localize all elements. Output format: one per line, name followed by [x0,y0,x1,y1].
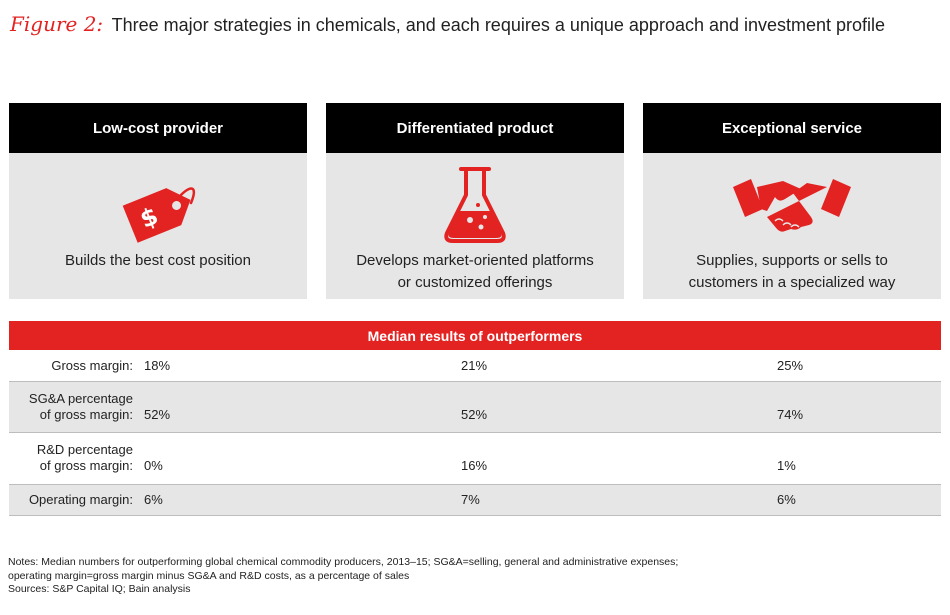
value-service: 1% [777,458,796,473]
table-row-sga: SG&A percentage of gross margin: 52% 52%… [9,382,941,433]
row-label-line: R&D percentage [36,442,133,457]
row-label-line: of gross margin: [39,407,133,422]
value-differentiated: 7% [461,492,480,507]
row-label: Gross margin: [51,358,133,374]
row-label-line: Operating margin: [28,492,133,507]
value-low-cost: 52% [144,407,171,422]
value-low-cost: 6% [144,492,163,507]
table-row-gross-margin: Gross margin: 18% 21% 25% [9,350,941,382]
strategy-description: Builds the best cost position [9,250,307,272]
strategy-service: Exceptional service Supplies, supports o… [643,103,941,299]
figure-title: Figure 2: Three major strategies in chem… [10,12,885,36]
description-line: Supplies, supports or sells to [696,252,888,269]
value-service: 25% [777,358,804,373]
value-service: 6% [777,492,796,507]
flask-icon [326,165,624,247]
results-table: Median results of outperformers Gross ma… [9,321,941,516]
handshake-icon [643,165,941,247]
description-line: or customized offerings [397,274,553,291]
row-label: SG&A percentage of gross margin: [29,391,133,423]
value-low-cost: 18% [144,358,171,373]
strategy-heading: Exceptional service [643,103,941,153]
note-line: operating margin=gross margin minus SG&A… [8,569,410,582]
strategy-heading: Differentiated product [326,103,624,153]
row-label: Operating margin: [29,492,133,508]
value-service: 74% [777,407,804,422]
value-low-cost: 0% [144,458,163,473]
figure-title-text: Three major strategies in chemicals, and… [111,15,886,35]
table-row-operating-margin: Operating margin: 6% 7% 6% [9,485,941,516]
table-row-rd: R&D percentage of gross margin: 0% 16% 1… [9,433,941,485]
strategy-description: Develops market-oriented platforms or cu… [326,250,624,294]
description-line: Builds the best cost position [65,252,251,269]
description-line: Develops market-oriented platforms [356,252,594,269]
row-label: R&D percentage of gross margin: [37,442,133,474]
strategy-differentiated: Differentiated product Develops market-o… [326,103,624,299]
strategy-low-cost: Low-cost provider $ Builds the best cost… [9,103,307,299]
sources-line: Sources: S&P Capital IQ; Bain analysis [8,583,191,595]
description-line: customers in a specialized way [688,274,896,291]
strategy-description: Supplies, supports or sells to customers… [643,250,941,294]
value-differentiated: 21% [461,358,488,373]
row-label-line: SG&A percentage [28,391,133,406]
results-heading: Median results of outperformers [9,321,941,350]
strategy-heading: Low-cost provider [9,103,307,153]
note-line: Notes: Median numbers for outperforming … [8,556,679,568]
price-tag-icon: $ [9,165,307,247]
value-differentiated: 16% [461,458,488,473]
footnotes: Notes: Median numbers for outperforming … [8,556,678,597]
figure-label: Figure 2: [10,12,104,36]
value-differentiated: 52% [461,407,488,422]
row-label-line: Gross margin: [51,358,133,373]
row-label-line: of gross margin: [39,458,133,473]
